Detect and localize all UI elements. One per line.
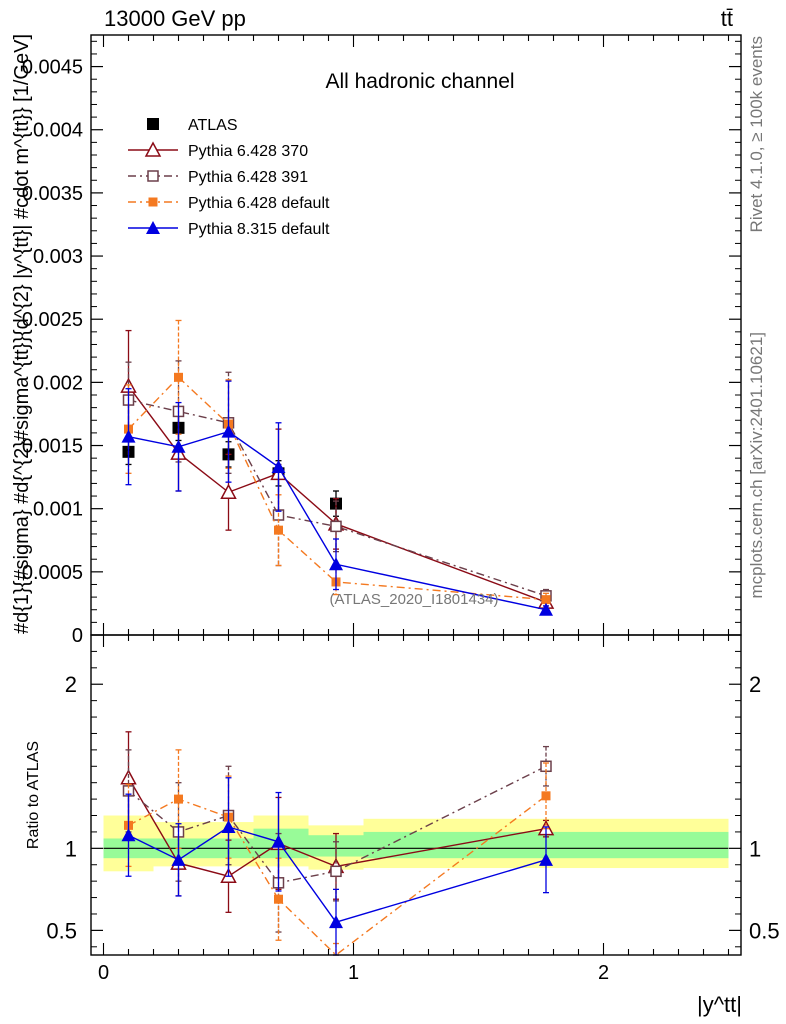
legend-pythia-6-428-default-label: Pythia 6.428 default: [188, 195, 330, 212]
header-left: 13000 GeV pp: [104, 6, 246, 31]
legend-pythia-6-428-391-label: Pythia 6.428 391: [188, 169, 308, 186]
rivet-label: Rivet 4.1.0, ≥ 100k events: [747, 36, 766, 232]
x-tick-label: 1: [348, 962, 359, 984]
x-axis-label: |y^tt|: [697, 992, 742, 1017]
ratio-pythia-8-315-default-point: [329, 915, 343, 929]
ratio-pythia-6-428-391-point: [330, 865, 342, 878]
main-pythia-8-315-default-point: [171, 439, 186, 453]
main-pythia-6-428-default-point: [274, 525, 283, 535]
main-pythia-8-315-default-point: [121, 429, 136, 443]
main-pythia-8-315-default-point: [329, 557, 343, 571]
legend-pythia-6-428-default-marker: [148, 197, 158, 207]
main-pythia-8-315-default-line: [128, 430, 547, 611]
ratio-y-tick-label-right: 0.5: [749, 918, 780, 943]
legend-atlas-label: ATLAS: [188, 117, 238, 134]
ratio-pythia-8-315-default-point: [171, 852, 186, 866]
legend-pythia-6-428-370-label: Pythia 6.428 370: [188, 143, 308, 160]
y-tick-label: 0.0045: [22, 57, 83, 79]
ratio-pythia-8-315-default-point: [271, 834, 286, 848]
ratio-pythia-8-315-default-point: [539, 852, 553, 866]
main-pythia-8-315-default-point: [271, 460, 286, 473]
y-tick-label: 0.002: [33, 372, 83, 394]
ratio-pythia-8-315-default-point: [221, 820, 236, 833]
y-tick-label: 0.004: [33, 120, 83, 142]
main-pythia-6-428-default-line: [127, 376, 547, 601]
header-right: tt̄: [721, 6, 733, 31]
legend-pythia-6-428-391-marker: [147, 170, 159, 182]
y-tick-label: 0.0015: [22, 436, 83, 458]
legend-pythia-8-315-default-marker: [146, 221, 160, 234]
main-ylabel: #d{1}{#sigma} #d{^{2}#sigma^{tt}}{d^{2} …: [11, 34, 33, 634]
main-pythia-6-428-370-point: [220, 483, 237, 500]
ratio-pythia-6-428-default-line: [128, 795, 547, 956]
y-tick-label: 0.003: [33, 246, 83, 268]
main-pythia-8-315-default-point: [221, 424, 236, 438]
chart-title: All hadronic channel: [325, 70, 514, 93]
ratio-pythia-8-315-default-line: [128, 826, 547, 923]
ratio-y-tick-label: 1: [65, 836, 77, 861]
legend-atlas-marker: [147, 118, 159, 130]
legend-pythia-8-315-default-label: Pythia 8.315 default: [188, 221, 330, 238]
main-pythia-6-428-391-point: [330, 520, 342, 533]
legend-pythia-6-428-370-marker: [144, 141, 162, 157]
main-pythia-8-315-default-point: [539, 602, 553, 616]
y-tick-label: 0.0005: [22, 562, 83, 584]
main-pythia-6-428-391-line: [128, 399, 547, 597]
x-tick-label: 0: [98, 962, 109, 984]
main-pythia-6-428-default-point: [541, 595, 551, 605]
main-pythia-6-428-default-point: [174, 372, 183, 382]
ratio-pythia-6-428-default-point: [541, 791, 551, 801]
ratio-ylabel: Ratio to ATLAS: [25, 741, 42, 849]
ratio-pythia-6-428-default-point: [174, 794, 183, 804]
y-tick-label: 0: [72, 625, 83, 647]
ratio-y-tick-label-right: 1: [749, 836, 761, 861]
legend: ATLAS Pythia 6.428 370 Pythia 6.428 391 Pyt…: [128, 117, 330, 238]
mcplots-label: mcplots.cern.ch [arXiv:2401.10621]: [747, 332, 766, 598]
main-pythia-6-428-370-line: [127, 385, 547, 603]
y-tick-label: 0.001: [33, 499, 83, 521]
ratio-pythia-6-428-370-line: [127, 777, 547, 877]
ratio-plot-frame: [90, 634, 742, 956]
ratio-plot-panel: 0.5 0.5 1 1 2 2 0 1 2: [46, 634, 780, 984]
ratio-pythia-6-428-default-point: [274, 894, 283, 904]
ratio-pythia-8-315-default-point: [121, 828, 136, 842]
x-tick-label: 2: [598, 962, 609, 984]
ratio-y-tick-label: 0.5: [46, 918, 77, 943]
y-tick-label: 0.0025: [22, 309, 83, 331]
ratio-y-tick-label: 2: [65, 672, 77, 697]
ratio-y-tick-label-right: 2: [749, 672, 761, 697]
analysis-watermark: (ATLAS_2020_I1801434): [329, 591, 498, 608]
y-tick-label: 0.0035: [22, 183, 83, 205]
main-plot-panel: (ATLAS_2020_I1801434) All hadronic chann…: [22, 34, 742, 647]
